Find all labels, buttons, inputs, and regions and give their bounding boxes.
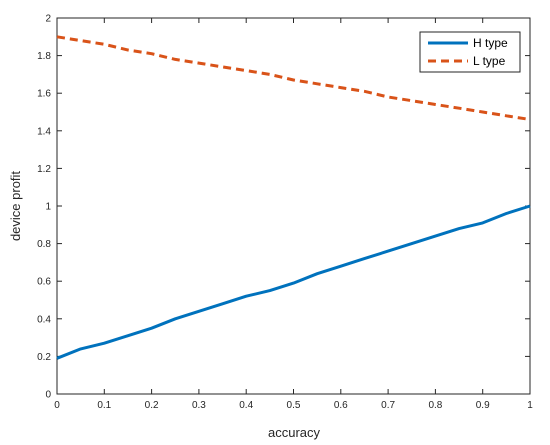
- series-line-h-type: [56, 204, 531, 360]
- y-tick-label: 2: [45, 14, 51, 25]
- y-tick-label: 1.6: [37, 89, 51, 100]
- legend-label-l-type: L type: [473, 54, 506, 68]
- y-tick-label: 1.2: [37, 164, 51, 175]
- y-tick-label: 0.8: [37, 239, 51, 250]
- x-tick-label: 1: [527, 400, 533, 411]
- x-tick-label: 0.1: [97, 400, 111, 411]
- x-tick-label: 0.7: [381, 400, 395, 411]
- x-tick-label: 0.3: [192, 400, 206, 411]
- x-tick-label: 0: [54, 400, 60, 411]
- series-line-l-type: [56, 35, 531, 121]
- legend: H type L type: [419, 31, 521, 73]
- y-tick-label: 0.4: [37, 314, 51, 325]
- y-tick-label: 1: [45, 202, 51, 213]
- x-tick-label: 0.5: [287, 400, 301, 411]
- x-tick-label: 0.9: [476, 400, 490, 411]
- x-tick-label: 0.4: [239, 400, 253, 411]
- y-tick-label: 1.4: [37, 126, 51, 137]
- x-tick-label: 0.6: [334, 400, 348, 411]
- legend-box: [419, 31, 521, 73]
- y-tick-label: 0: [45, 390, 51, 401]
- legend-label-h-type: H type: [473, 36, 508, 50]
- y-tick-label: 0.6: [37, 277, 51, 288]
- x-axis-title: accuracy: [268, 425, 321, 440]
- x-tick-label: 0.2: [145, 400, 159, 411]
- y-tick-label: 0.2: [37, 352, 51, 363]
- plot-area: [56, 17, 531, 395]
- y-tick-label: 1.8: [37, 51, 51, 62]
- x-tick-label: 0.8: [428, 400, 442, 411]
- y-axis-title: device profit: [8, 171, 23, 241]
